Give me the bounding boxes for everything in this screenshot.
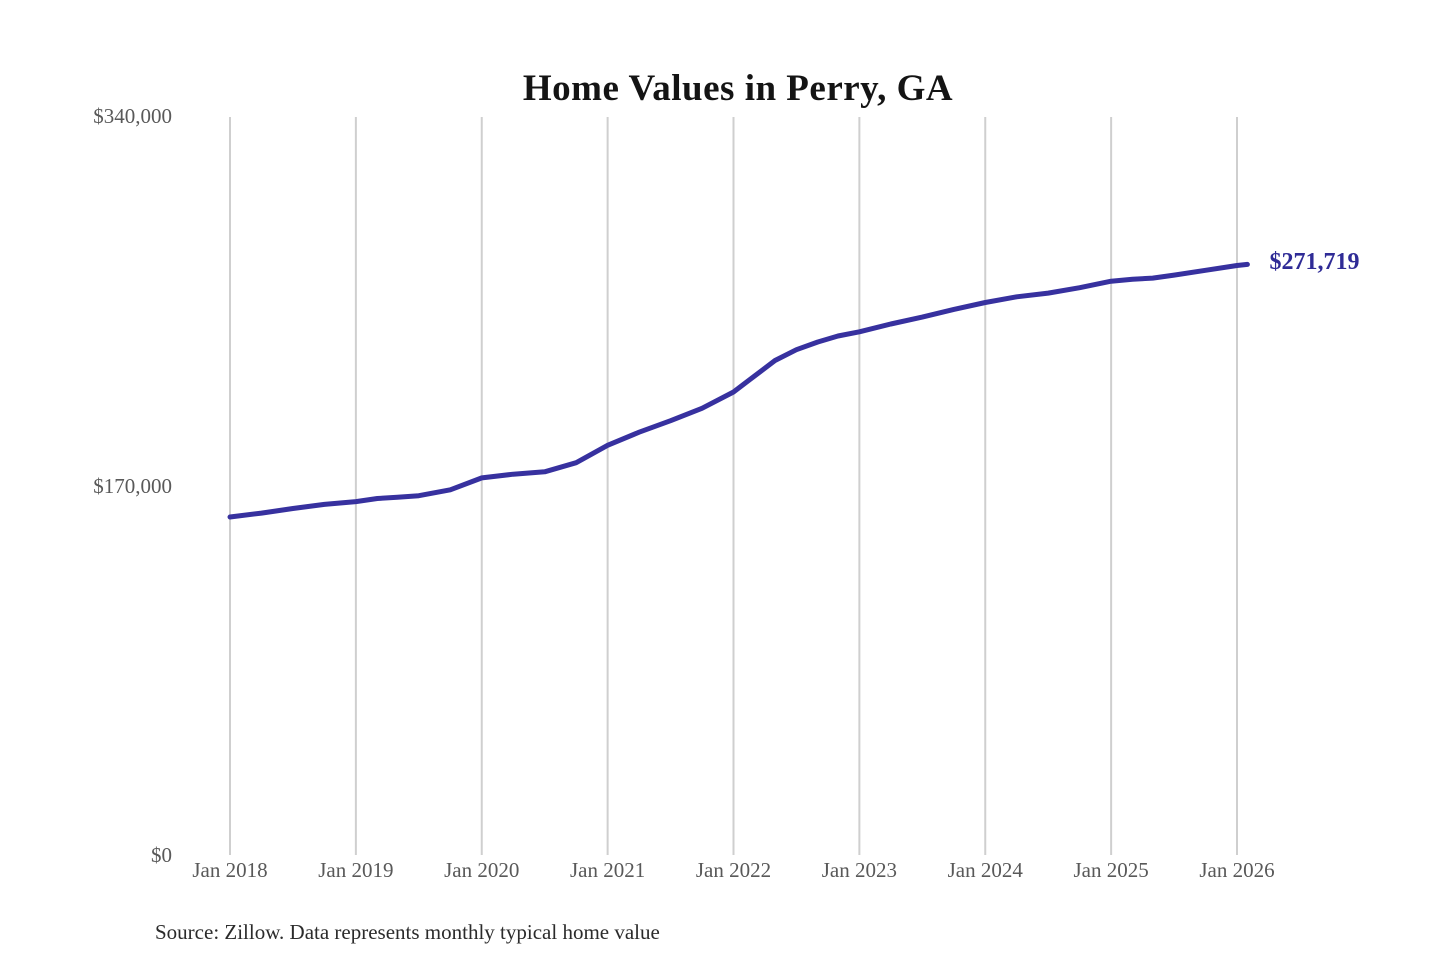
x-axis-tick-label: Jan 2026	[1199, 858, 1275, 882]
y-axis-tick-label: $170,000	[93, 473, 172, 498]
x-axis-tick-label: Jan 2024	[947, 858, 1023, 882]
x-axis-tick-label: Jan 2022	[695, 858, 772, 882]
x-axis-tick-label: Jan 2020	[444, 858, 520, 882]
home-value-line	[227, 261, 1250, 520]
y-axis-tick-label: $340,000	[93, 104, 172, 128]
latest-value-label: $271,719	[1269, 249, 1360, 276]
source-note: Source: Zillow. Data represents monthly …	[155, 920, 660, 944]
chart-title: Home Values in Perry, GA	[522, 67, 954, 109]
x-axis-tick-label: Jan 2018	[192, 858, 268, 882]
x-axis-tick-label: Jan 2023	[821, 858, 897, 882]
x-axis-tick-label: Jan 2019	[318, 858, 394, 882]
y-axis-tick-label: $0	[151, 843, 172, 867]
x-axis-tick-label: Jan 2025	[1073, 858, 1149, 882]
x-axis-tick-label: Jan 2021	[570, 858, 646, 882]
